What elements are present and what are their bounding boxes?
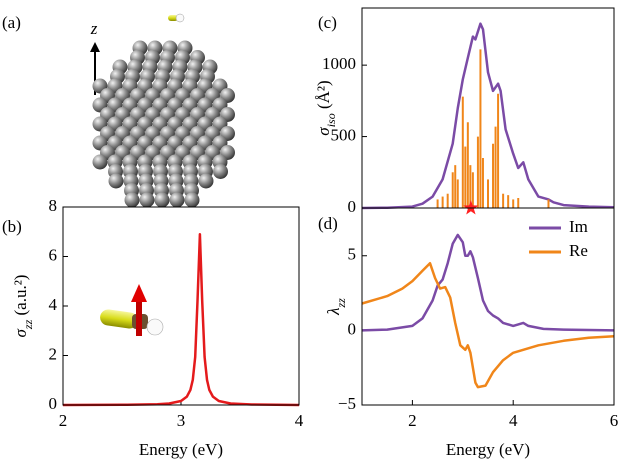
x-axis-label: Energy (eV) [446,440,530,459]
x-tick-label: 2 [408,411,417,430]
y-axis-label: σzz (a.u.²) [11,275,35,338]
atom [124,192,140,208]
atom [198,173,214,189]
atom [169,192,185,208]
y-tick-label: 5 [348,245,357,264]
y-label-part: iso [324,113,338,127]
panel-label: (b) [2,217,22,236]
x-tick-label: 4 [509,411,518,430]
legend-label: Im [569,217,588,236]
axes-frame [361,207,615,406]
atom [184,192,200,208]
line-series [361,261,615,389]
y-label-part: zz [21,319,35,330]
y-tick-label: 0 [49,394,58,413]
y-tick-label: 0 [348,197,357,216]
molecule [168,13,185,23]
y-label-part: (Å²) [314,80,333,113]
x-tick-label: 4 [295,411,304,430]
x-tick-label: 3 [177,411,186,430]
panel-label: (a) [2,13,21,32]
line-series [361,233,615,332]
y-label-part: σ [314,127,333,136]
y-tick-label: 500 [331,125,357,144]
atom [154,192,170,208]
y-tick-label: 6 [49,245,58,264]
x-tick-label: 2 [59,411,68,430]
panel-label: (c) [318,13,337,32]
arrow-head [90,42,100,52]
y-tick-label: 4 [49,295,58,314]
y-label-part: (a.u.²) [11,275,30,320]
y-axis-label: λzz [324,298,348,316]
y-label-part: σ [11,328,30,337]
panel-label: (d) [318,214,338,233]
axes-frame [62,206,300,406]
line-series [361,22,615,210]
y-tick-label: 2 [49,344,58,363]
x-tick-label: 6 [610,411,619,430]
atom [92,154,108,170]
legend-label: Re [569,241,588,260]
star-marker [463,200,479,215]
x-axis-label: Energy (eV) [139,440,223,459]
axis-label: z [90,19,98,38]
line-series [62,232,300,407]
atom [108,173,124,189]
y-axis-label: σiso (Å²) [314,80,338,135]
y-tick-label: 0 [348,319,357,338]
y-label-part: λ [324,307,343,315]
inset-molecule [100,284,164,336]
nanoparticle [92,40,235,208]
y-tick-label: 8 [49,196,58,215]
atom [213,164,228,179]
y-tick-label: −5 [338,394,356,413]
atom [139,192,155,208]
y-tick-label: 1000 [322,54,356,73]
axes-frame [361,7,615,209]
y-label-part: zz [334,298,348,309]
